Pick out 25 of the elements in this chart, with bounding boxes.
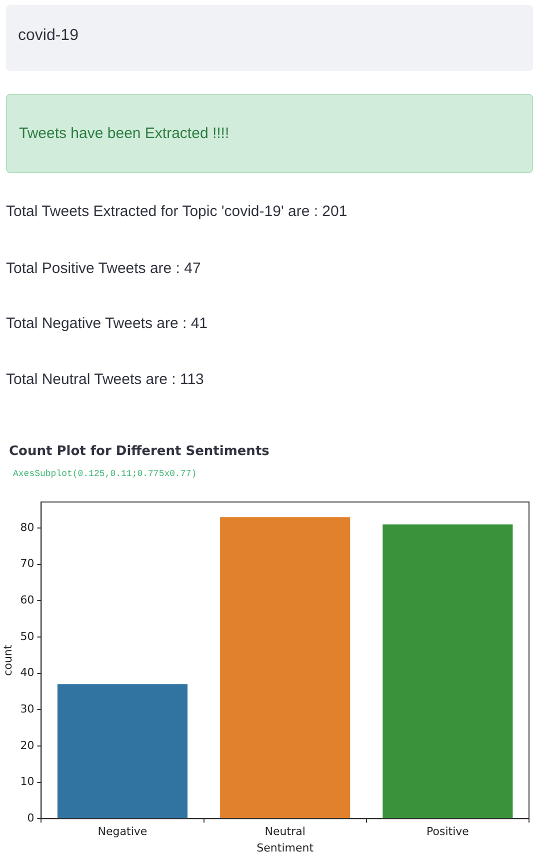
text-field: covid-19 [6,5,533,71]
y-tick-label: 60 [20,593,34,606]
text: AxesSubplot(0.125,0.11;0.775x0.77) [13,469,197,479]
y-tick-label: 70 [20,557,34,570]
text: Total Tweets Extracted for Topic 'covid-19' are : 201 [6,203,348,220]
y-tick-label: 30 [20,702,34,716]
y-tick-label: 80 [20,520,34,534]
x-axis-title: Sentiment [256,841,314,854]
bar [382,524,513,818]
y-tick-label: 40 [20,666,34,680]
y-tick-label: 50 [20,630,34,643]
x-tick-label: Positive [426,825,470,838]
y-axis-title: count [1,644,14,676]
bar [220,517,350,818]
alert-box: Tweets have been Extracted !!!! [6,94,533,173]
text: Total Negative Tweets are : 41 [6,315,208,332]
bar [57,684,188,818]
y-tick-label: 10 [20,775,34,788]
x-tick-label: Neutral [264,825,306,838]
text: Total Positive Tweets are : 47 [6,260,201,277]
chart-title: Count Plot for Different Sentiments [9,444,270,459]
x-tick-label: Negative [98,825,148,838]
y-tick-label: 0 [27,811,34,824]
text: Total Neutral Tweets are : 113 [6,371,204,388]
y-tick-label: 20 [20,738,34,752]
